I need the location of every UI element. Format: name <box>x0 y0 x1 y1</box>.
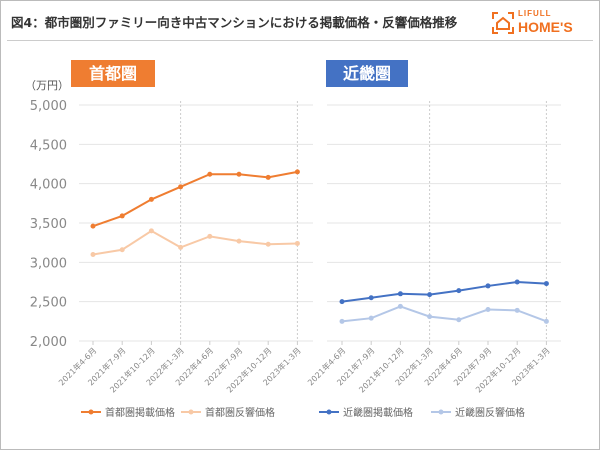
legend-label: 近畿圏掲載価格 <box>343 406 413 419</box>
data-point <box>265 241 271 247</box>
data-point <box>178 244 184 250</box>
legend-marker <box>326 409 332 415</box>
house-icon <box>492 12 514 34</box>
y-tick-label: 4,000 <box>30 178 67 193</box>
data-point <box>368 315 374 321</box>
title-divider <box>7 40 593 41</box>
y-tick-label: 3,000 <box>30 256 67 271</box>
data-point <box>514 307 520 313</box>
y-tick-label: 2,500 <box>30 296 67 311</box>
data-point <box>397 303 403 309</box>
legend-label: 近畿圏反響価格 <box>455 406 525 419</box>
data-point <box>148 196 154 202</box>
data-point <box>90 223 96 229</box>
data-point <box>178 184 184 190</box>
logo-line1: LIFULL <box>518 9 552 18</box>
series-line <box>341 280 547 303</box>
data-point <box>485 307 491 313</box>
figure-title: 図4：都市圏別ファミリー向き中古マンションにおける掲載価格・反響価格推移 <box>11 15 458 30</box>
data-point <box>339 299 345 305</box>
legend-marker <box>438 409 444 415</box>
data-point <box>456 288 462 294</box>
data-point <box>339 318 345 324</box>
data-point <box>236 171 242 177</box>
data-point <box>294 169 300 175</box>
data-point <box>427 314 433 320</box>
series-line <box>92 170 298 228</box>
y-axis-unit: （万円） <box>25 79 69 92</box>
series-line <box>341 305 547 323</box>
data-point <box>485 283 491 289</box>
data-point <box>207 171 213 177</box>
data-point <box>427 292 433 298</box>
data-point <box>543 318 549 324</box>
data-point <box>543 281 549 287</box>
y-tick-label: 5,000 <box>30 99 67 114</box>
y-tick-label: 4,500 <box>30 138 67 153</box>
data-point <box>90 251 96 257</box>
kinki-badge: 近畿圏 <box>326 60 408 87</box>
legend-label: 首都圏反響価格 <box>205 406 275 419</box>
tokyo-badge: 首都圏 <box>71 60 155 87</box>
lifull-homes-logo: LIFULL HOME'S <box>491 9 591 37</box>
data-point <box>368 295 374 301</box>
data-point <box>514 279 520 285</box>
data-point <box>397 291 403 297</box>
data-point <box>119 247 125 253</box>
y-tick-label: 3,500 <box>30 217 67 232</box>
data-point <box>294 240 300 246</box>
data-point <box>119 213 125 219</box>
legend-label: 首都圏掲載価格 <box>105 406 175 419</box>
legend-marker <box>88 409 94 415</box>
data-point <box>207 233 213 239</box>
data-point <box>236 238 242 244</box>
legend-marker <box>188 409 194 415</box>
y-tick-label: 2,000 <box>30 335 67 350</box>
series-line <box>92 229 298 256</box>
data-point <box>456 317 462 323</box>
logo-line2: HOME'S <box>518 19 573 35</box>
data-point <box>265 174 271 180</box>
data-point <box>148 228 154 234</box>
